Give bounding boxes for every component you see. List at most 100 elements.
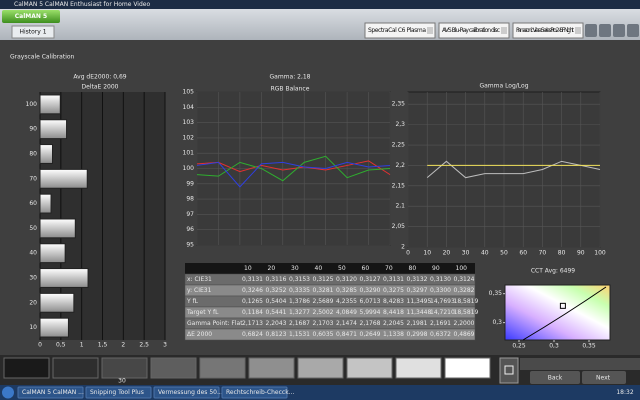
y-tick-label: 90 <box>29 126 37 133</box>
swatch[interactable] <box>52 357 99 379</box>
y-tick-label: 10 <box>29 324 37 331</box>
y-tick-label: 40 <box>29 250 37 257</box>
table-cell: 11,3448 <box>407 309 432 316</box>
y-tick-label: 103 <box>183 119 195 126</box>
window-title: CalMAN 5 CalMAN Enthusiast for Home Vide… <box>14 1 150 8</box>
x-tick-label: 0,3 <box>549 343 559 350</box>
dropdown[interactable] <box>512 22 584 39</box>
y-tick-label: 2,05 <box>392 223 406 230</box>
table-cell: 0,1184 <box>242 309 263 316</box>
taskbar-button[interactable] <box>85 386 152 399</box>
table-cell: 2,5002 <box>313 309 334 316</box>
icon-button[interactable] <box>599 24 611 37</box>
swatch[interactable] <box>3 357 50 379</box>
chart-title: CCT Avg: 6499 <box>531 268 575 275</box>
control-row <box>520 358 640 370</box>
swatch[interactable] <box>395 357 442 379</box>
column-header: 100 <box>456 265 468 272</box>
x-tick-label: 2 <box>121 342 125 349</box>
dropdown[interactable] <box>364 22 436 39</box>
dropdown-arrow <box>427 27 433 34</box>
swatch[interactable] <box>150 357 197 379</box>
table-cell: 5,9994 <box>360 309 381 316</box>
table-cell: 2,1474 <box>336 320 357 327</box>
bar <box>39 144 53 164</box>
x-tick-label: 0,5 <box>56 342 66 349</box>
bar <box>39 119 68 140</box>
swatch[interactable] <box>199 357 246 379</box>
x-tick-label: 0,25 <box>512 343 526 350</box>
bar <box>39 193 52 214</box>
x-tick-label: 60 <box>519 250 527 257</box>
table-cell: 4,2355 <box>336 298 357 305</box>
x-tick-label: 3 <box>163 342 167 349</box>
back-button[interactable] <box>530 371 580 384</box>
row-label: Y fL <box>186 298 199 305</box>
stop-button[interactable] <box>499 357 519 384</box>
column-header: 30 <box>291 265 299 272</box>
table-cell: 0,3153 <box>289 276 310 283</box>
table-cell: 0,3290 <box>360 287 381 294</box>
x-tick-label: 30 <box>462 250 470 257</box>
y-tick-label: 100 <box>26 101 38 108</box>
table-cell: 0,3297 <box>407 287 428 294</box>
y-tick-label: 96 <box>186 226 194 233</box>
icon-button[interactable] <box>627 24 639 37</box>
y-tick-label: 80 <box>29 151 37 158</box>
clock: 18:32 <box>616 389 633 396</box>
table-cell: 0,6035 <box>313 331 334 338</box>
y-tick-label: 70 <box>29 175 37 182</box>
swatch[interactable] <box>248 357 295 379</box>
y-tick-label: 0,35 <box>489 290 503 297</box>
chart-title: Avg dE2000: 0,69 <box>73 74 126 81</box>
table-cell: 6,0713 <box>360 298 381 305</box>
x-tick-label: 0 <box>406 250 410 257</box>
swatch-label: 30 <box>118 378 126 385</box>
table-cell: 0,8123 <box>266 331 287 338</box>
logo-badge[interactable] <box>2 10 60 23</box>
start-button[interactable] <box>2 386 14 399</box>
table-cell: 0,4869 <box>454 331 475 338</box>
swatch[interactable] <box>297 357 344 379</box>
table-cell: 0,3125 <box>313 276 334 283</box>
bar <box>39 317 69 338</box>
y-tick-label: 2,15 <box>392 182 406 189</box>
y-tick-label: 97 <box>186 211 194 218</box>
y-tick-label: 100 <box>183 165 195 172</box>
table-cell: 0,3252 <box>266 287 287 294</box>
icon-button[interactable] <box>585 24 597 37</box>
plot-area <box>504 284 611 341</box>
table-cell: 0,6372 <box>430 331 451 338</box>
logo: CalMAN 5 <box>15 13 47 20</box>
gamma-heading: Gamma: 2,18 <box>270 74 311 81</box>
swatch[interactable] <box>444 357 491 379</box>
y-tick-label: 0,3 <box>492 319 502 326</box>
taskbar-label: CalMAN 5 CalMAN ... <box>22 389 84 396</box>
table-cell: 0,1265 <box>242 298 263 305</box>
swatch[interactable] <box>101 357 148 379</box>
taskbar-label: Snipping Tool Plus <box>90 389 144 396</box>
y-tick-label: 98 <box>186 196 194 203</box>
swatches <box>3 357 491 379</box>
table-cell: 2,2000 <box>454 320 475 327</box>
column-header: 70 <box>385 265 393 272</box>
x-tick-label: 90 <box>577 250 585 257</box>
y-tick-label: 95 <box>186 242 194 249</box>
taskbar-label: Rechtschreib-Checck... <box>226 389 295 396</box>
icon-button[interactable] <box>613 24 625 37</box>
taskbar-button[interactable] <box>17 386 84 399</box>
stop-icon <box>504 365 514 375</box>
taskbar-button[interactable] <box>221 386 288 399</box>
point <box>559 302 566 309</box>
taskbar-button[interactable] <box>153 386 220 399</box>
title-bar <box>0 0 640 9</box>
table-cell: 14,7210 <box>430 309 455 316</box>
next-button[interactable] <box>582 371 626 384</box>
bar <box>39 243 66 264</box>
dropdown[interactable] <box>438 22 510 39</box>
table-cell: 2,1703 <box>313 320 334 327</box>
swatch[interactable] <box>346 357 393 379</box>
tab[interactable] <box>11 25 55 39</box>
bar <box>39 218 76 239</box>
y-tick-label: 2,2 <box>395 162 405 169</box>
